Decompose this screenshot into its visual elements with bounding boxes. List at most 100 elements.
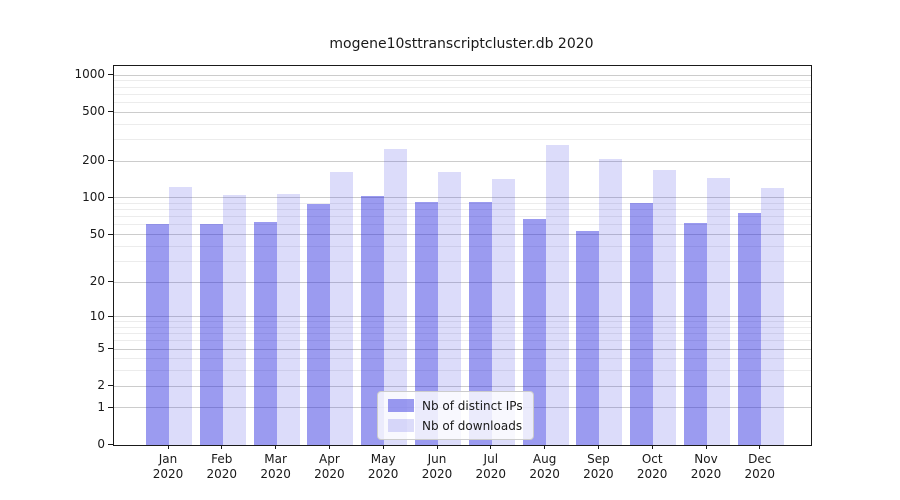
legend: Nb of distinct IPs Nb of downloads [377, 391, 534, 440]
gridline-major [114, 348, 811, 350]
legend-label-downloads: Nb of downloads [422, 418, 523, 433]
x-tick-month: Sep [587, 452, 610, 466]
gridline-minor [114, 209, 811, 211]
gridline-minor [114, 203, 811, 205]
x-axis-tick-label: Nov 2020 [675, 452, 737, 482]
x-tick-mark [705, 445, 707, 449]
y-axis-tick-label: 1000 [74, 67, 105, 82]
x-tick-year: 2020 [636, 467, 668, 481]
gridline-minor [114, 80, 811, 82]
x-tick-month: Dec [748, 452, 772, 466]
legend-item-downloads: Nb of downloads [388, 417, 523, 434]
legend-item-distinct-ips: Nb of distinct IPs [388, 397, 523, 414]
x-tick-year: 2020 [367, 467, 399, 481]
gridline-minor [114, 260, 811, 262]
gridline-minor [114, 321, 811, 323]
y-axis-tick-label: 200 [82, 153, 105, 168]
gridline-minor [114, 358, 811, 360]
bar-distinct-ips-jul [468, 201, 492, 445]
x-tick-month: Mar [264, 452, 287, 466]
y-tick-mark [108, 160, 113, 162]
bar-downloads-oct [653, 170, 677, 445]
bar-downloads-jan [169, 187, 192, 445]
x-tick-year: 2020 [475, 467, 507, 481]
y-axis-tick-label: 100 [82, 189, 105, 204]
legend-swatch-downloads [388, 419, 414, 432]
x-axis-tick-label: Jul 2020 [460, 452, 522, 482]
x-axis-tick-label: Sep 2020 [567, 452, 629, 482]
x-axis-tick-label: Jun 2020 [406, 452, 468, 482]
x-tick-year: 2020 [314, 467, 345, 481]
legend-label-distinct-ips: Nb of distinct IPs [422, 398, 523, 413]
x-tick-mark [221, 445, 223, 449]
x-tick-month: Jul [483, 452, 499, 466]
x-tick-year: 2020 [583, 467, 614, 481]
x-tick-year: 2020 [744, 467, 776, 481]
y-tick-mark [108, 233, 113, 235]
gridline-major [114, 234, 811, 236]
x-axis-tick-label: Aug 2020 [514, 452, 576, 482]
bar-downloads-sep [599, 159, 623, 445]
gridline-major [114, 74, 811, 76]
y-axis-tick-label: 10 [89, 308, 105, 323]
bar-downloads-mar [276, 193, 300, 445]
bar-distinct-ips-nov [684, 223, 707, 445]
x-tick-month: Nov [694, 452, 718, 466]
bar-downloads-jun [438, 172, 461, 445]
x-tick-year: 2020 [206, 467, 238, 481]
bar-downloads-apr [330, 172, 354, 445]
bar-distinct-ips-sep [576, 230, 600, 445]
x-tick-mark [167, 445, 169, 449]
gridline-minor [114, 139, 811, 141]
gridline-minor [114, 340, 811, 342]
x-axis-tick-label: Dec 2020 [729, 452, 791, 482]
x-tick-year: 2020 [152, 467, 184, 481]
bar-distinct-ips-dec [737, 213, 761, 445]
gridline-minor [114, 216, 811, 218]
gridline-minor [114, 224, 811, 226]
y-axis-tick-label: 500 [82, 104, 105, 119]
y-tick-mark [108, 281, 113, 283]
gridline-minor [114, 93, 811, 95]
gridline-minor [114, 333, 811, 335]
y-axis-tick-label: 2 [97, 378, 105, 393]
x-tick-mark [436, 445, 438, 449]
gridline-minor [114, 123, 811, 125]
x-tick-month: Jun [427, 452, 447, 466]
gridline-minor [114, 86, 811, 88]
y-tick-mark [108, 385, 113, 387]
gridline-minor [114, 245, 811, 247]
bar-downloads-feb [222, 194, 246, 445]
bar-distinct-ips-feb [199, 224, 223, 445]
bar-downloads-dec [760, 188, 784, 445]
x-tick-year: 2020 [260, 467, 291, 481]
y-tick-mark [108, 74, 113, 76]
bar-distinct-ips-oct [630, 202, 654, 445]
x-tick-year: 2020 [421, 467, 453, 481]
bar-downloads-aug [545, 144, 569, 445]
chart-title: mogene10sttranscriptcluster.db 2020 [329, 36, 594, 52]
x-tick-mark [759, 445, 761, 449]
x-tick-month: May [370, 452, 396, 466]
gridline-major [114, 281, 811, 283]
gridline-minor [114, 102, 811, 104]
y-tick-mark [108, 111, 113, 113]
bar-distinct-ips-mar [253, 221, 277, 445]
bar-downloads-nov [707, 177, 730, 445]
x-tick-year: 2020 [690, 467, 722, 481]
y-tick-mark [108, 348, 113, 350]
x-axis-tick-label: Oct 2020 [621, 452, 683, 482]
y-tick-mark [108, 315, 113, 317]
x-axis-tick-label: Mar 2020 [245, 452, 307, 482]
x-tick-mark [275, 445, 277, 449]
y-axis-tick-label: 1 [97, 399, 105, 414]
y-axis-tick-label: 5 [97, 341, 105, 356]
gridline-minor [114, 370, 811, 372]
x-tick-mark [544, 445, 546, 449]
x-tick-month: Jan [158, 452, 178, 466]
bar-distinct-ips-may [361, 195, 385, 445]
y-tick-mark [108, 406, 113, 408]
x-tick-mark [490, 445, 492, 449]
x-axis-tick-label: May 2020 [352, 452, 414, 482]
